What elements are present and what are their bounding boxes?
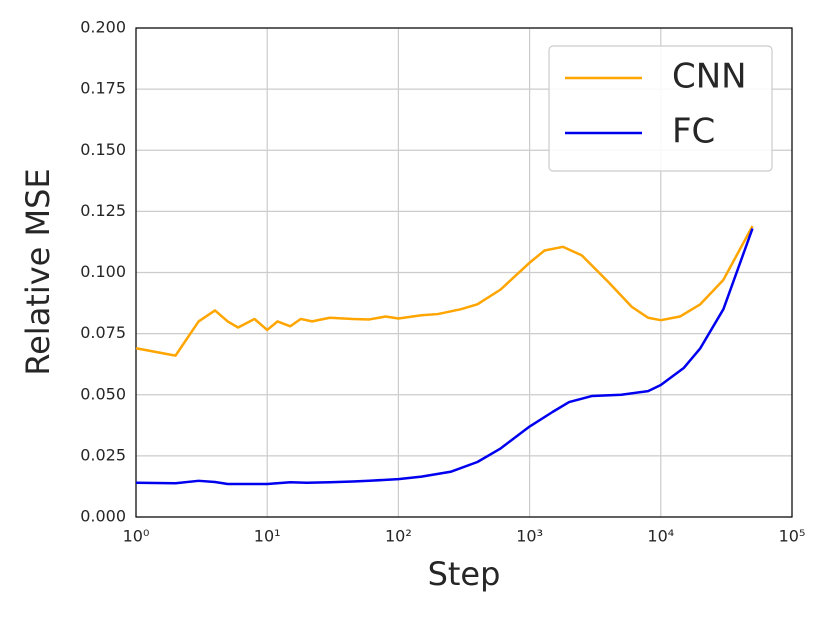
x-tick-label: 10² bbox=[385, 527, 412, 546]
y-axis-label: Relative MSE bbox=[19, 168, 57, 375]
data-line bbox=[135, 225, 754, 357]
legend: CNN FC bbox=[548, 45, 773, 172]
x-tick-label: 10⁵ bbox=[779, 527, 806, 546]
x-tick-label: 10⁰ bbox=[123, 527, 150, 546]
y-tick-label: 0.125 bbox=[80, 201, 126, 220]
y-tick-label: 0.075 bbox=[80, 323, 126, 342]
x-tick-label: 10⁴ bbox=[647, 527, 674, 546]
y-tick-label: 0.000 bbox=[80, 507, 126, 526]
y-tick-label: 0.050 bbox=[80, 384, 126, 403]
y-tick-label: 0.200 bbox=[80, 18, 126, 37]
x-axis-label: Step bbox=[428, 555, 501, 593]
legend-label: CNN bbox=[672, 57, 747, 97]
plot-frame bbox=[135, 27, 793, 518]
y-tick-label: 0.100 bbox=[80, 262, 126, 281]
y-tick-label: 0.025 bbox=[80, 445, 126, 464]
y-tick-label: 0.175 bbox=[80, 79, 126, 98]
x-tick-label: 10³ bbox=[516, 527, 543, 546]
y-tick-label: 0.150 bbox=[80, 140, 126, 159]
x-tick-label: 10¹ bbox=[254, 527, 281, 546]
data-line bbox=[135, 228, 754, 486]
legend-label: FC bbox=[672, 112, 715, 152]
